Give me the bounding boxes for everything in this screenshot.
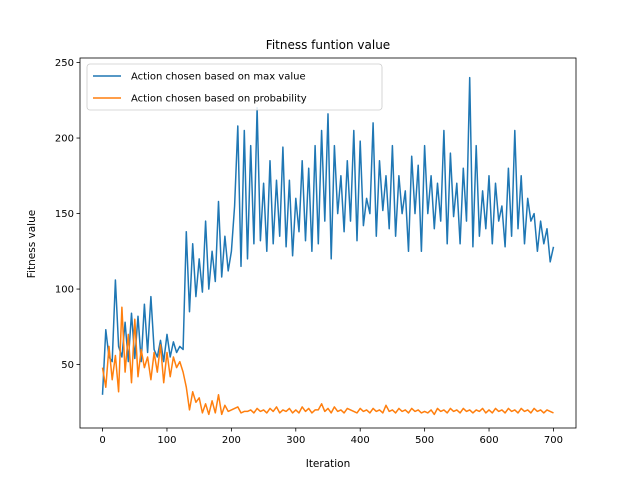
x-tick-label: 500 — [415, 435, 434, 446]
x-tick-label: 400 — [351, 435, 370, 446]
x-tick-label: 0 — [99, 435, 105, 446]
y-tick-label: 250 — [55, 58, 74, 69]
legend: Action chosen based on max value Action c… — [86, 63, 383, 111]
axes: 0 100 200 300 400 500 600 700 50 100 150 200 250 — [55, 57, 577, 446]
legend-label-1: Action chosen based on max value — [131, 72, 306, 83]
series-line-1 — [101, 76, 555, 395]
x-axis-label: Iteration — [306, 458, 351, 470]
chart-title: Fitness funtion value — [266, 38, 390, 52]
plot-area — [101, 76, 555, 416]
series-line-2 — [101, 306, 554, 416]
x-tick-label: 600 — [479, 435, 498, 446]
x-tick-label: 300 — [286, 435, 305, 446]
y-tick-label: 100 — [55, 285, 74, 296]
legend-box — [86, 63, 383, 111]
y-axis-label: Fitness value — [26, 210, 38, 278]
plot-frame — [79, 57, 577, 429]
x-tick-label: 100 — [157, 435, 176, 446]
y-tick-label: 50 — [61, 360, 74, 371]
x-tick-label: 700 — [544, 435, 563, 446]
y-tick-label: 150 — [55, 209, 74, 220]
x-tick-label: 200 — [222, 435, 241, 446]
y-tick-label: 200 — [55, 134, 74, 145]
legend-label-2: Action chosen based on probability — [131, 94, 307, 105]
